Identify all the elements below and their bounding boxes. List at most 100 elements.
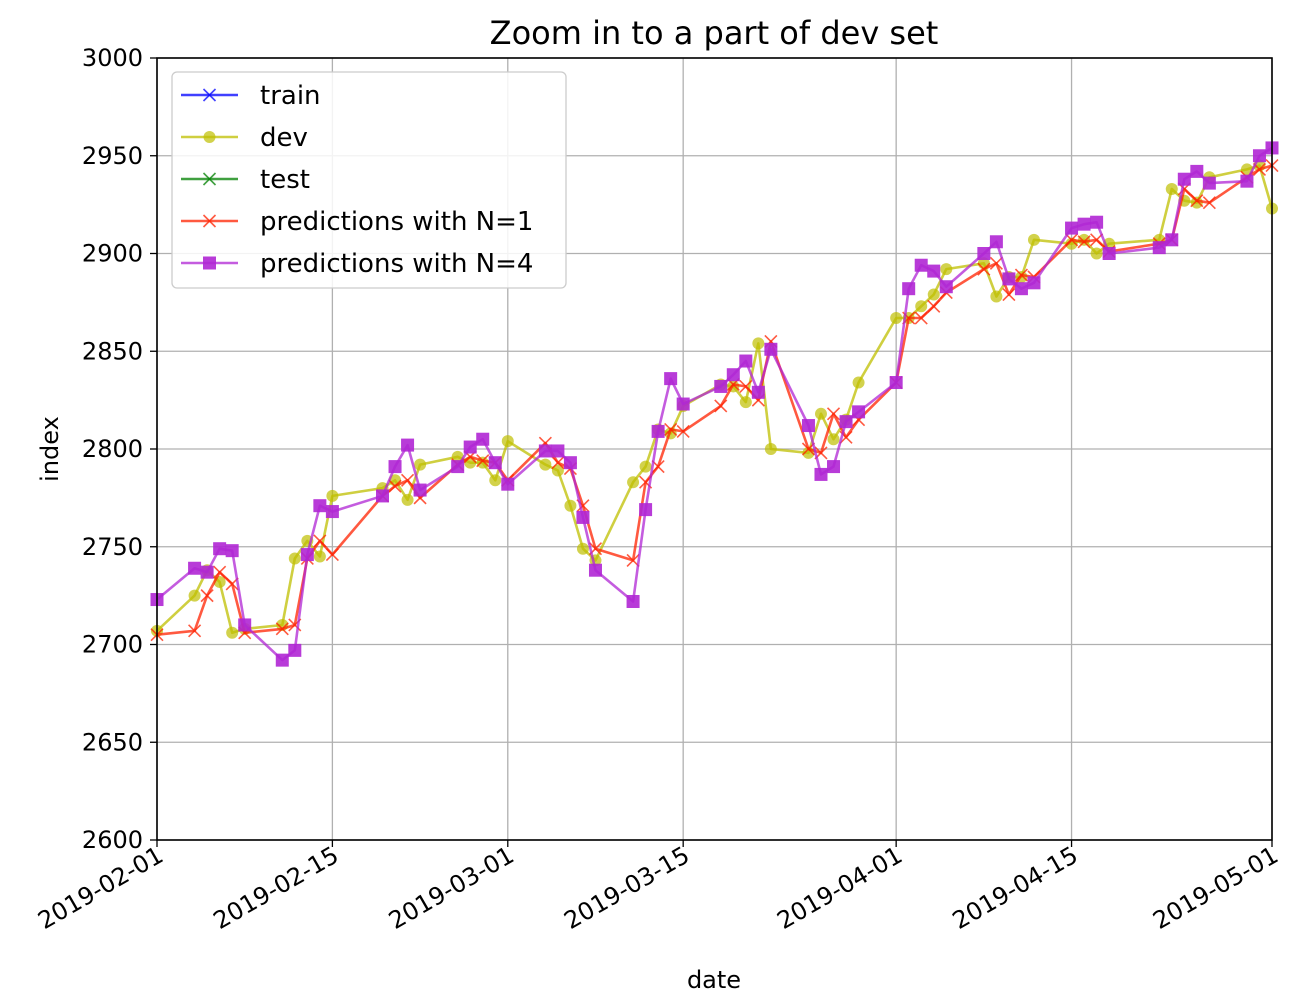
data-point [1027, 276, 1041, 290]
x-tick-label: 2019-03-01 [384, 841, 519, 935]
data-point [827, 460, 841, 474]
legend-item-dev: dev [181, 123, 308, 153]
data-point [213, 542, 227, 556]
data-point [651, 424, 665, 438]
data-point [551, 444, 565, 458]
data-point [238, 618, 252, 632]
y-tick-label: 2750 [82, 533, 143, 561]
data-point [200, 589, 214, 603]
y-tick-label: 3000 [82, 44, 143, 72]
data-point [889, 376, 903, 390]
data-point [1202, 176, 1216, 190]
data-point [1002, 272, 1016, 286]
data-point [200, 565, 214, 579]
y-tick-label: 2700 [82, 631, 143, 659]
data-point [676, 397, 690, 411]
legend-marker [203, 131, 216, 143]
data-point [902, 282, 916, 296]
data-point [451, 460, 465, 474]
data-point [639, 460, 652, 473]
data-point [1252, 149, 1266, 163]
x-tick-label: 2019-05-01 [1148, 841, 1283, 935]
data-point [914, 258, 928, 272]
data-point [1152, 241, 1166, 255]
legend-label: predictions with N=1 [260, 207, 533, 237]
data-point [1177, 172, 1191, 186]
plot-frame [156, 57, 1273, 841]
data-point [476, 454, 490, 468]
data-point [752, 337, 765, 350]
data-point [1027, 233, 1040, 246]
data-point [225, 544, 239, 558]
data-point [914, 311, 928, 325]
data-point [676, 424, 690, 438]
y-tick-label: 2950 [82, 142, 143, 170]
data-point [551, 456, 565, 470]
data-point [977, 262, 991, 276]
legend-label: predictions with N=4 [260, 249, 533, 279]
data-point [827, 433, 840, 446]
data-point [940, 263, 953, 276]
series-predictions-with-n-4 [150, 141, 1279, 667]
data-point [1090, 233, 1104, 247]
data-point [1078, 233, 1091, 246]
data-point [814, 467, 828, 481]
data-point [1202, 196, 1216, 210]
data-point [1014, 268, 1029, 282]
data-point [313, 499, 327, 513]
x-tick-label: 2019-03-15 [559, 841, 694, 935]
data-point [576, 542, 589, 555]
legend-label: dev [260, 123, 308, 153]
data-point [764, 342, 778, 356]
data-point [1190, 194, 1204, 208]
data-point [801, 419, 815, 433]
data-point [489, 474, 502, 487]
legend-marker [202, 88, 217, 102]
data-point [188, 624, 202, 638]
data-point [413, 483, 427, 497]
data-point [739, 379, 753, 394]
data-point [1190, 164, 1204, 178]
data-point [188, 561, 202, 575]
y-axis-ticks: 2600 2650 2700 2750 2800 2850 2900 2950 3000 [82, 44, 157, 854]
data-point [1165, 233, 1179, 247]
legend-item-predictions-with-n-1: predictions with N=1 [181, 207, 533, 237]
y-tick-label: 2650 [82, 728, 143, 756]
data-point [376, 489, 390, 503]
data-point [714, 379, 728, 393]
data-point [939, 280, 953, 294]
data-point [927, 288, 940, 301]
data-point [226, 626, 239, 639]
x-tick-label: 2019-04-01 [772, 841, 907, 935]
data-point [501, 435, 514, 448]
data-point [538, 444, 552, 458]
y-tick-label: 2850 [82, 337, 143, 365]
legend-marker [202, 172, 217, 186]
data-point [539, 458, 552, 471]
series-line-predictions-with-n-1 [156, 164, 1273, 636]
data-point [551, 464, 564, 477]
legend: train dev test predictions with N=1 predicti… [171, 71, 567, 289]
data-point [927, 299, 941, 313]
data-point [188, 589, 201, 602]
data-point [501, 477, 515, 491]
data-point [325, 505, 339, 519]
data-point [890, 312, 903, 325]
data-point [326, 489, 339, 502]
data-point [400, 473, 415, 487]
data-point [726, 368, 740, 382]
data-point [852, 405, 866, 419]
y-tick-label: 2900 [82, 240, 143, 268]
data-point [626, 594, 640, 608]
data-point [1090, 247, 1103, 260]
data-point [588, 563, 602, 577]
data-point [213, 565, 227, 579]
data-point [751, 385, 765, 399]
data-point [476, 432, 490, 446]
legend-label: train [260, 81, 321, 111]
data-point [488, 456, 502, 470]
data-point [977, 247, 991, 260]
legend-label: test [260, 165, 310, 195]
data-point [288, 552, 301, 565]
